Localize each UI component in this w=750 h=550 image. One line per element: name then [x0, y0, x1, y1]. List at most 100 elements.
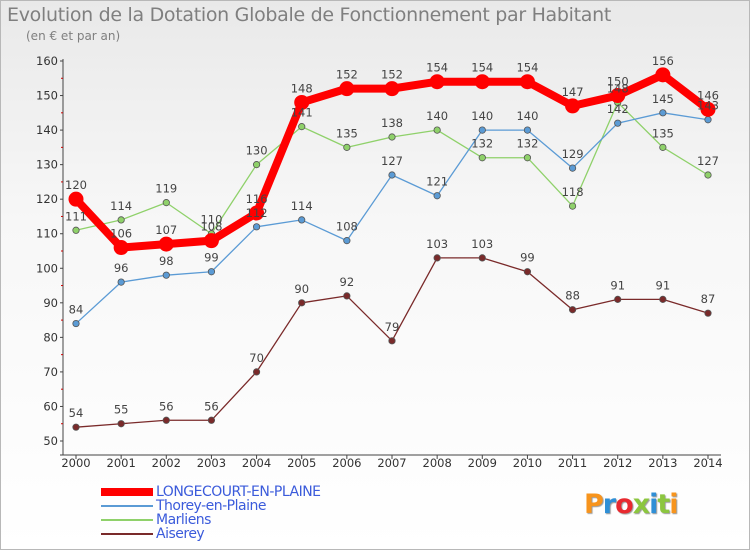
data-label-1: 140 [516, 109, 538, 123]
data-point-1 [659, 109, 667, 117]
y-tick-label: 140 [36, 123, 58, 137]
data-point-3 [162, 416, 170, 424]
data-label-1: 112 [246, 206, 268, 220]
data-point-3 [523, 268, 532, 276]
data-point-3 [72, 423, 80, 431]
data-point-0 [474, 74, 490, 90]
legend-swatch-longecourt [101, 488, 153, 496]
data-point-3 [343, 292, 351, 300]
data-point-1 [72, 319, 80, 328]
y-tick-label: 70 [43, 365, 58, 379]
legend-label-aiserey: Aiserey [156, 526, 205, 542]
data-label-3: 54 [69, 406, 84, 420]
data-point-2 [568, 202, 577, 210]
logo-letter: i [669, 489, 678, 520]
data-point-0 [68, 191, 84, 207]
data-point-0 [158, 236, 174, 252]
data-point-3 [433, 254, 441, 262]
data-label-1: 84 [69, 303, 84, 317]
data-label-3: 56 [159, 399, 174, 413]
data-label-1: 99 [204, 251, 219, 265]
x-tick-label: 2000 [61, 456, 90, 470]
data-point-1 [252, 223, 261, 231]
data-label-3: 56 [204, 399, 219, 413]
x-tick-label: 2006 [332, 456, 361, 470]
data-label-1: 108 [336, 220, 358, 234]
data-point-0 [700, 101, 716, 117]
y-tick-label: 100 [36, 261, 58, 275]
data-point-2 [388, 133, 396, 141]
data-point-2 [252, 161, 261, 169]
data-label-0: 116 [246, 192, 268, 206]
data-point-0 [203, 233, 219, 249]
data-label-2: 127 [697, 154, 719, 168]
data-point-2 [704, 171, 712, 179]
data-label-0: 148 [291, 81, 313, 95]
x-tick-label: 2014 [693, 456, 722, 470]
data-label-2: 135 [652, 126, 674, 140]
y-tick-label: 160 [36, 54, 58, 68]
data-label-2: 114 [110, 199, 132, 213]
y-tick-label: 150 [36, 89, 58, 103]
legend-swatch-thorey [101, 505, 153, 507]
data-point-0 [113, 240, 129, 256]
legend-label-thorey: Thorey-en-Plaine [156, 498, 266, 514]
data-label-2: 140 [426, 109, 448, 123]
data-label-1: 127 [381, 154, 403, 168]
data-label-3: 79 [385, 320, 400, 334]
data-label-2: 138 [381, 116, 403, 130]
data-point-1 [343, 237, 351, 245]
data-point-0 [655, 67, 671, 83]
chart-title: Evolution de la Dotation Globale de Fonc… [7, 4, 612, 26]
logo-letter: o [615, 489, 634, 520]
x-tick-label: 2012 [603, 456, 632, 470]
data-label-1: 140 [471, 109, 493, 123]
data-point-3 [704, 309, 712, 317]
data-point-1 [704, 116, 712, 124]
data-point-1 [117, 278, 125, 286]
data-point-1 [388, 171, 396, 179]
data-point-3 [478, 254, 486, 262]
data-label-1: 98 [159, 254, 174, 268]
logo-letter: x [632, 489, 650, 520]
data-point-0 [339, 81, 355, 97]
data-point-0 [249, 205, 265, 221]
data-label-2: 118 [562, 185, 584, 199]
data-point-3 [298, 299, 306, 307]
data-label-3: 88 [565, 289, 580, 303]
legend-swatch-aiserey [101, 533, 153, 535]
logo-letter: P [584, 489, 604, 520]
data-label-1: 121 [426, 175, 448, 189]
data-label-0: 154 [516, 61, 538, 75]
data-point-1 [478, 126, 486, 134]
data-label-0: 150 [607, 75, 629, 89]
data-point-2 [343, 143, 351, 151]
data-point-3 [207, 416, 216, 424]
data-point-0 [519, 74, 535, 90]
x-tick-label: 2008 [423, 456, 452, 470]
data-label-1: 114 [291, 199, 313, 213]
data-label-2: 132 [516, 137, 538, 151]
data-label-1: 96 [114, 261, 129, 275]
data-label-3: 92 [340, 275, 355, 289]
data-point-3 [117, 420, 125, 428]
x-tick-label: 2002 [152, 456, 181, 470]
data-point-1 [207, 268, 216, 276]
data-label-3: 103 [471, 237, 493, 251]
data-point-2 [298, 123, 306, 131]
data-label-0: 154 [471, 61, 493, 75]
data-label-1: 129 [562, 147, 584, 161]
x-tick-label: 2004 [242, 456, 271, 470]
data-point-2 [433, 126, 441, 134]
data-label-1: 143 [697, 99, 719, 113]
data-label-3: 55 [114, 403, 129, 417]
data-label-2: 130 [246, 144, 268, 158]
chart-subtitle: (en € et par an) [26, 29, 121, 43]
data-point-1 [614, 119, 622, 127]
x-tick-label: 2013 [648, 456, 677, 470]
y-tick-label: 50 [43, 434, 58, 448]
data-point-1 [298, 216, 306, 224]
data-point-1 [433, 192, 441, 200]
legend-label-marliens: Marliens [156, 512, 211, 528]
